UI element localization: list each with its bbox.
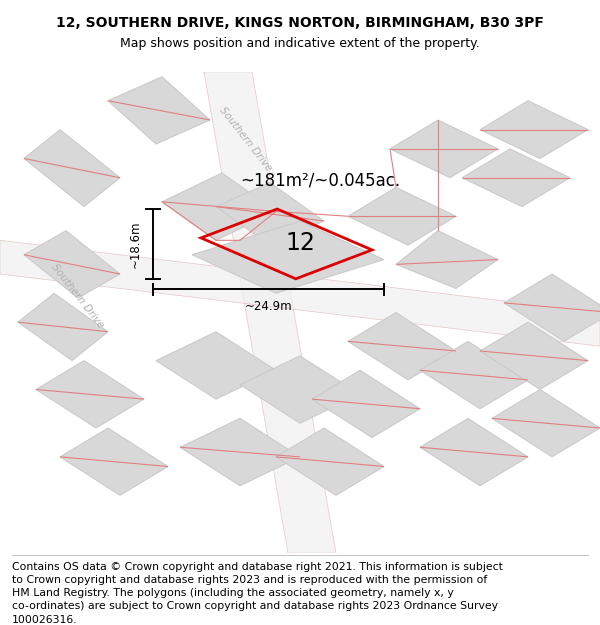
Polygon shape — [396, 231, 498, 289]
Polygon shape — [60, 428, 168, 496]
Text: ~24.9m: ~24.9m — [245, 300, 292, 313]
Polygon shape — [390, 120, 498, 177]
Polygon shape — [276, 428, 384, 496]
Polygon shape — [192, 221, 384, 293]
Polygon shape — [18, 293, 108, 361]
Polygon shape — [36, 361, 144, 428]
Polygon shape — [24, 231, 120, 298]
Polygon shape — [204, 72, 336, 553]
Polygon shape — [462, 149, 570, 207]
Text: Southern Drive: Southern Drive — [218, 105, 274, 173]
Polygon shape — [420, 341, 528, 409]
Polygon shape — [480, 322, 588, 389]
Polygon shape — [504, 274, 600, 341]
Text: Contains OS data © Crown copyright and database right 2021. This information is : Contains OS data © Crown copyright and d… — [12, 562, 503, 624]
Polygon shape — [420, 418, 528, 486]
Polygon shape — [24, 129, 120, 207]
Polygon shape — [240, 356, 360, 423]
Text: ~181m²/~0.045ac.: ~181m²/~0.045ac. — [240, 171, 400, 189]
Polygon shape — [216, 182, 324, 245]
Polygon shape — [180, 418, 300, 486]
Polygon shape — [348, 188, 456, 245]
Polygon shape — [108, 77, 210, 144]
Text: Map shows position and indicative extent of the property.: Map shows position and indicative extent… — [120, 38, 480, 50]
Text: 12, SOUTHERN DRIVE, KINGS NORTON, BIRMINGHAM, B30 3PF: 12, SOUTHERN DRIVE, KINGS NORTON, BIRMIN… — [56, 16, 544, 30]
Text: ~18.6m: ~18.6m — [129, 220, 142, 268]
Polygon shape — [480, 101, 588, 159]
Polygon shape — [348, 312, 456, 380]
Polygon shape — [162, 173, 276, 240]
Polygon shape — [0, 240, 600, 346]
Text: 12: 12 — [285, 231, 315, 255]
Polygon shape — [156, 332, 276, 399]
Text: Southern Drive: Southern Drive — [50, 262, 106, 329]
Polygon shape — [312, 370, 420, 438]
Polygon shape — [492, 389, 600, 457]
